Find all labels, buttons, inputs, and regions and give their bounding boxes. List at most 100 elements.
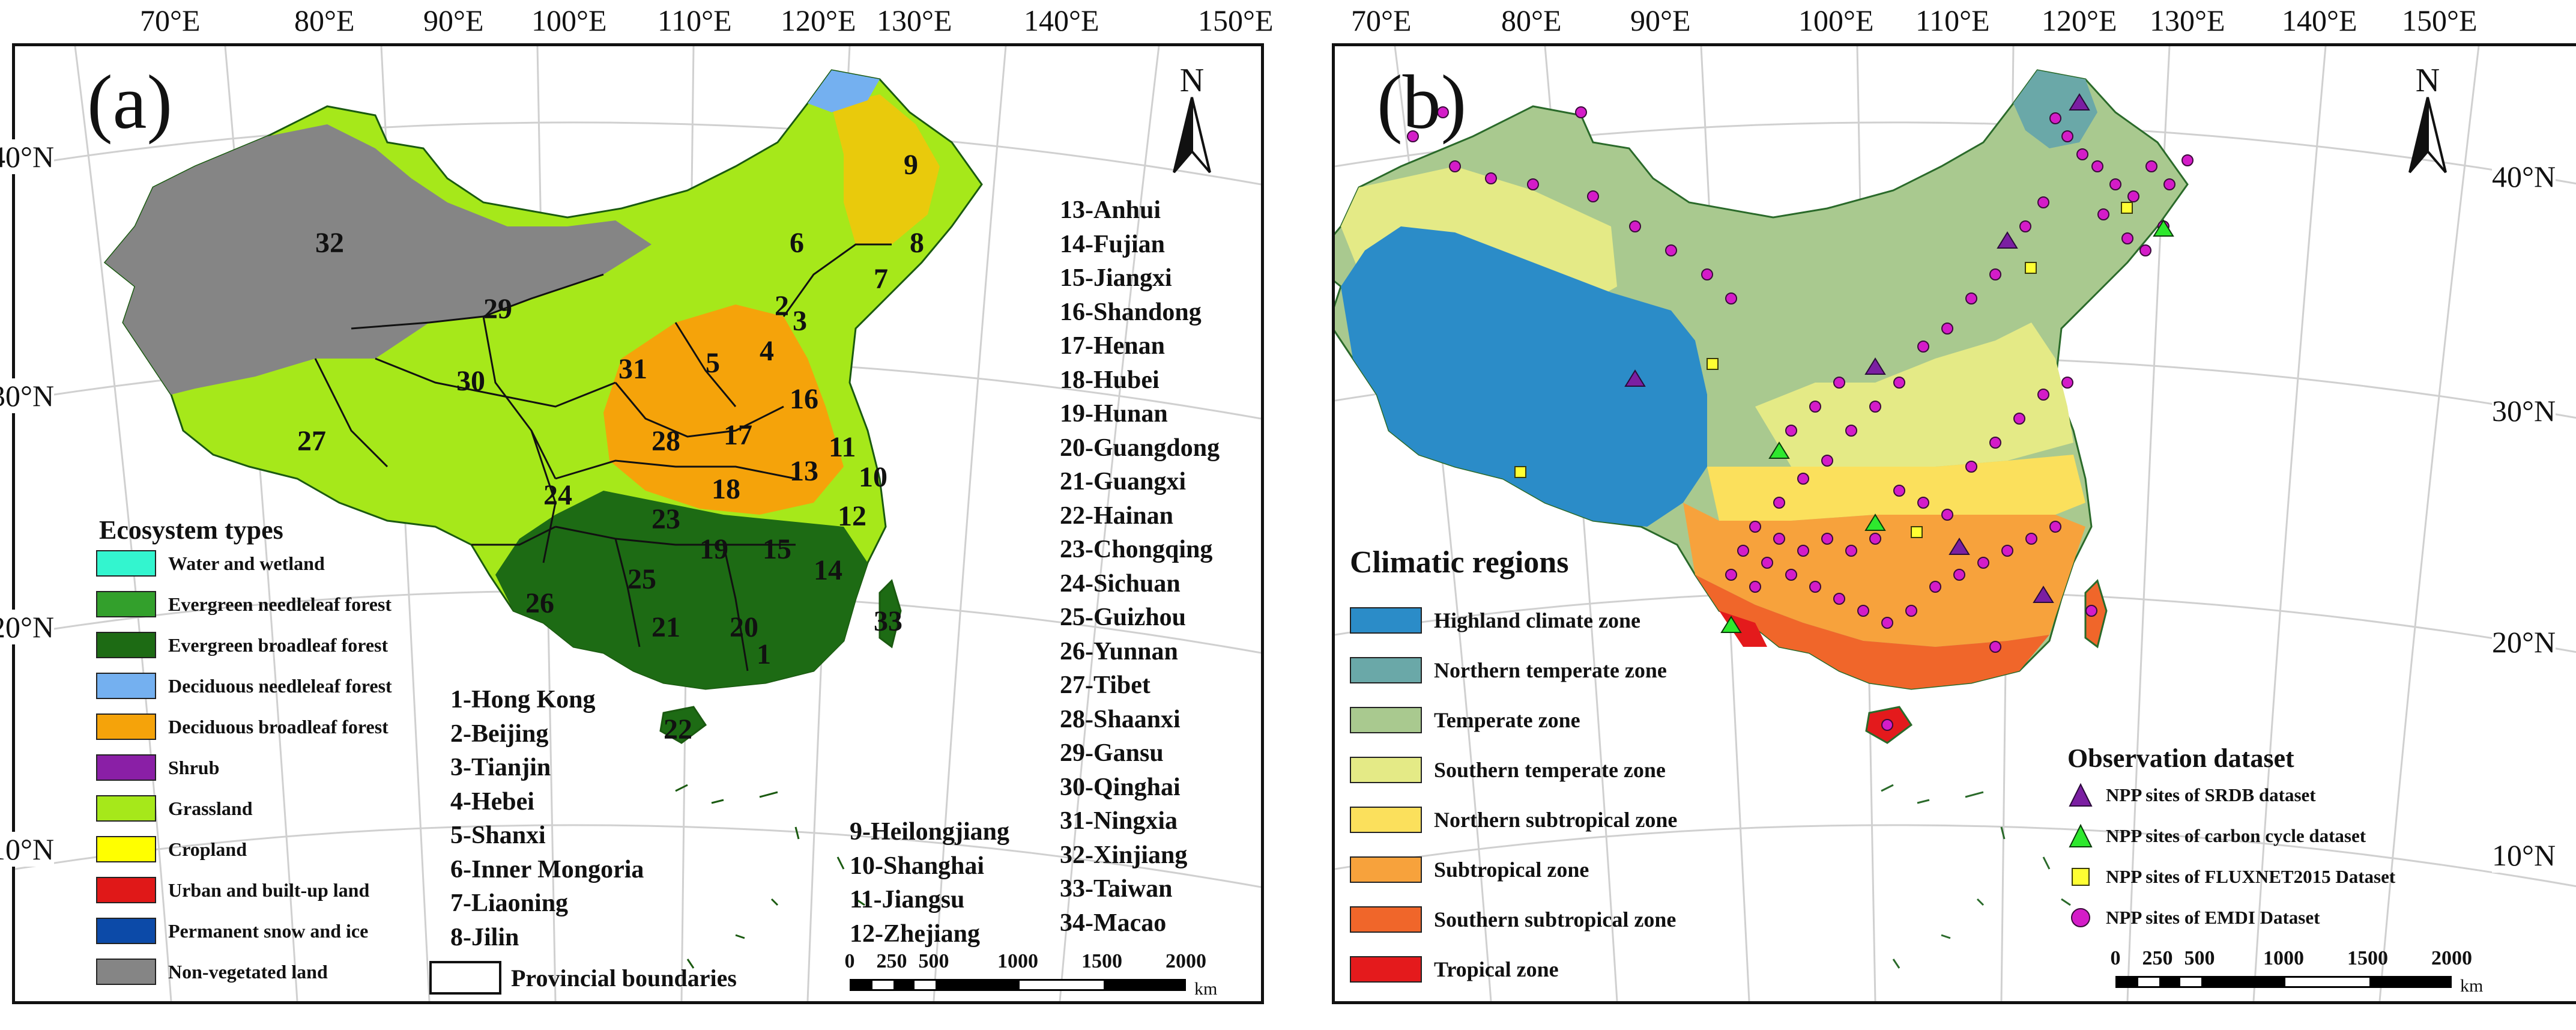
legend-label: Subtropical zone xyxy=(1434,858,1589,882)
map-number: 27 xyxy=(297,425,326,457)
map-number: 30 xyxy=(456,365,485,397)
province-entry: 27-Tibet xyxy=(1060,671,1150,699)
boundary-legend: Provincial boundaries xyxy=(429,961,737,995)
scale-tick: 250 xyxy=(876,950,907,972)
map-number: 22 xyxy=(664,713,692,745)
province-entry: 10-Shanghai xyxy=(850,852,985,880)
map-number: 11 xyxy=(829,431,856,463)
scale-bar-graphic xyxy=(850,979,1186,991)
legend-swatch xyxy=(96,713,156,740)
cropland-region xyxy=(603,304,844,515)
province-entry: 17-Henan xyxy=(1060,332,1166,360)
map-number: 8 xyxy=(910,227,924,259)
lon-label: 90°E xyxy=(1630,4,1691,37)
province-entry: 5-Shanxi xyxy=(450,822,546,849)
legend-item: Northern subtropical zone xyxy=(1350,806,1677,834)
obs-item: NPP sites of FLUXNET2015 Dataset xyxy=(2067,864,2395,890)
province-list-2: 9-Heilongjiang 10-Shanghai 11-Jiangsu 12… xyxy=(850,815,1009,951)
legend-swatch xyxy=(96,673,156,699)
obs-label: NPP sites of SRDB dataset xyxy=(2106,784,2316,805)
obs-item: NPP sites of carbon cycle dataset xyxy=(2067,823,2366,849)
province-entry: 14-Fujian xyxy=(1060,230,1166,258)
map-number: 9 xyxy=(904,149,918,181)
lat-label: 30°N xyxy=(0,378,55,413)
province-entry: 29-Gansu xyxy=(1060,739,1164,767)
north-arrow: N xyxy=(2392,61,2464,181)
north-arrow: N xyxy=(1156,61,1228,181)
scale-tick: 500 xyxy=(2184,947,2215,969)
legend-item: Southern temperate zone xyxy=(1350,756,1666,784)
legend-item: Non-vegetated land xyxy=(96,958,328,986)
legend-swatch xyxy=(1350,856,1422,883)
legend-item: Deciduous needleleaf forest xyxy=(96,672,392,700)
map-number: 29 xyxy=(483,293,512,325)
legend-swatch xyxy=(96,959,156,985)
boundary-swatch xyxy=(429,961,501,995)
legend-swatch xyxy=(1350,607,1422,634)
obs-legend-title: Observation dataset xyxy=(2067,744,2294,773)
province-entry: 4-Hebei xyxy=(450,787,534,816)
legend-label: Grassland xyxy=(168,797,253,819)
scale-tick: 500 xyxy=(918,950,949,972)
legend-label: Highland climate zone xyxy=(1434,608,1640,632)
legend-swatch xyxy=(96,918,156,944)
province-entry: 21-Guangxi xyxy=(1060,468,1187,495)
map-number: 32 xyxy=(315,227,344,259)
legend-label: Temperate zone xyxy=(1434,708,1580,732)
map-number: 7 xyxy=(874,263,888,295)
climate-map xyxy=(1335,46,2576,1001)
legend-item: Southern subtropical zone xyxy=(1350,906,1676,933)
scale-tick: 250 xyxy=(2142,947,2173,969)
north-letter: N xyxy=(1179,62,1205,99)
legend-swatch xyxy=(96,877,156,903)
legend-swatch xyxy=(1350,707,1422,733)
obs-item: NPP sites of SRDB dataset xyxy=(2067,782,2316,808)
legend-item: Shrub xyxy=(96,754,219,781)
north-letter: N xyxy=(2415,62,2440,99)
lon-label: 70°E xyxy=(1351,4,1412,37)
lon-label: 130°E xyxy=(877,4,952,37)
map-number: 28 xyxy=(652,425,680,457)
lon-label: 140°E xyxy=(2282,4,2357,37)
legend-item: Cropland xyxy=(96,835,247,863)
province-entry: 25-Guizhou xyxy=(1060,604,1187,631)
map-number: 2 xyxy=(775,290,789,322)
circle-icon xyxy=(2071,908,2090,927)
scale-tick: 1000 xyxy=(997,950,1038,972)
legend-swatch xyxy=(1350,757,1422,783)
square-icon xyxy=(2072,868,2090,886)
legend-label: Permanent snow and ice xyxy=(168,919,369,942)
map-number: 12 xyxy=(838,500,866,532)
scale-tick: 1000 xyxy=(2263,947,2304,969)
ecosystem-map xyxy=(15,46,1261,1001)
province-entry: 12-Zhejiang xyxy=(850,919,981,948)
legend-item: Grassland xyxy=(96,795,252,822)
legend-title: Ecosystem types xyxy=(99,515,283,545)
lat-label: 10°N xyxy=(0,832,55,867)
lon-label: 150°E xyxy=(2402,4,2478,37)
lon-label: 100°E xyxy=(1798,4,1874,37)
scale-ticks: 0 250 500 1000 1500 2000 xyxy=(2111,947,2473,969)
south-sea-islands xyxy=(1881,784,2071,969)
legend-item: Highland climate zone xyxy=(1350,607,1640,634)
legend-label: Non-vegetated land xyxy=(168,960,328,983)
province-entry: 24-Sichuan xyxy=(1060,569,1181,598)
fluxnet-sites xyxy=(1514,202,2133,538)
non-vegetated-region xyxy=(105,124,652,395)
scale-unit: km xyxy=(1194,979,1218,999)
map-number: 33 xyxy=(874,605,903,637)
province-entry: 9-Heilongjiang xyxy=(850,818,1010,846)
province-entry: 16-Shandong xyxy=(1060,298,1202,326)
legend-label: Tropical zone xyxy=(1434,957,1559,981)
legend-label: Deciduous needleleaf forest xyxy=(168,674,392,697)
map-number: 1 xyxy=(757,638,771,670)
map-number: 21 xyxy=(652,611,680,643)
map-number: 13 xyxy=(790,455,818,487)
province-entry: 8-Jilin xyxy=(450,923,519,951)
evergreen-forest-region xyxy=(495,491,868,689)
scale-tick: 0 xyxy=(844,950,855,972)
legend-item: Deciduous broadleaf forest xyxy=(96,713,389,741)
lat-label: 40°N xyxy=(2492,159,2556,194)
north-arrow-icon xyxy=(1173,97,1211,174)
map-number: 6 xyxy=(790,227,804,259)
